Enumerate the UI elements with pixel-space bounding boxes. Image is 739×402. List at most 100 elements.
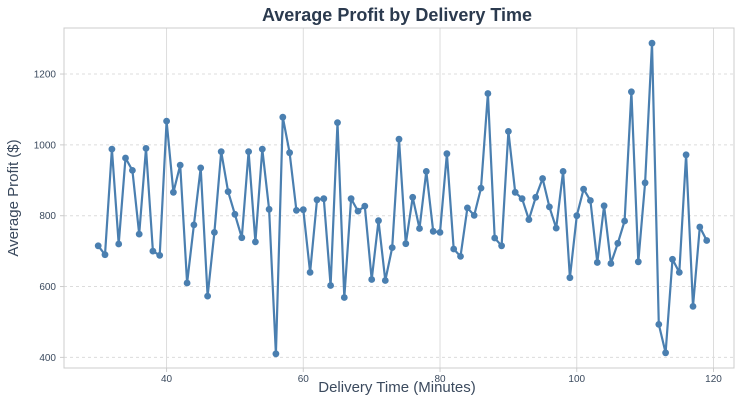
data-point (600, 202, 608, 210)
data-point (320, 195, 328, 203)
series-line (97, 42, 708, 355)
y-tick-label: 1200 (34, 70, 57, 81)
data-point (272, 350, 280, 358)
data-point (655, 321, 663, 328)
data-point (340, 294, 348, 301)
data-point (286, 149, 293, 157)
data-point (573, 212, 581, 220)
data-point (231, 210, 239, 218)
data-point (696, 223, 704, 231)
data-point (347, 195, 355, 203)
data-point (593, 259, 601, 266)
data-point (682, 151, 690, 159)
data-point (149, 247, 157, 255)
data-point (457, 253, 464, 260)
data-point (648, 39, 656, 47)
data-point (306, 269, 314, 276)
data-point (621, 217, 628, 225)
data-point (183, 279, 191, 287)
data-point (614, 239, 622, 247)
data-point (211, 229, 218, 236)
data-point (491, 234, 499, 242)
data-point (101, 251, 109, 259)
data-point (409, 193, 417, 201)
data-point (108, 145, 116, 153)
data-point (334, 119, 341, 126)
data-point (122, 154, 129, 162)
data-point (361, 202, 369, 210)
data-point (204, 292, 212, 300)
data-point (354, 207, 362, 215)
data-point (470, 212, 478, 219)
data-point (381, 277, 389, 284)
x-tick-label: 120 (705, 374, 722, 385)
data-point (628, 88, 635, 96)
data-point (395, 135, 403, 143)
data-point (675, 269, 683, 276)
data-point (634, 258, 642, 266)
data-point (607, 260, 615, 267)
data-point (518, 195, 526, 203)
data-point (327, 282, 334, 289)
data-point (552, 224, 560, 232)
data-point (505, 127, 512, 135)
data-point (525, 216, 533, 224)
data-point (641, 179, 649, 187)
series-group (94, 39, 711, 358)
data-point (402, 240, 410, 248)
y-tick-label: 800 (39, 211, 56, 222)
data-point (464, 204, 471, 212)
y-tick-label: 400 (39, 353, 56, 364)
data-point (190, 221, 198, 229)
data-point (484, 90, 492, 97)
data-point (375, 217, 382, 225)
data-point (265, 205, 273, 213)
y-tick-label: 600 (39, 282, 56, 293)
data-point (115, 240, 123, 248)
y-axis-label: Average Profit ($) (5, 139, 22, 256)
data-point (443, 150, 451, 158)
data-point (689, 303, 697, 310)
data-point (94, 242, 102, 250)
data-point (197, 164, 205, 172)
data-point (224, 188, 232, 196)
data-point (313, 196, 321, 204)
data-point (176, 161, 184, 169)
x-tick-label: 80 (434, 374, 446, 385)
grid (64, 28, 734, 368)
data-point (532, 193, 540, 201)
data-point (135, 230, 143, 238)
data-point (580, 185, 587, 193)
data-point (258, 145, 266, 153)
plot-frame (63, 27, 735, 369)
data-point (293, 207, 300, 214)
data-point (546, 203, 553, 211)
data-point (170, 188, 177, 196)
data-point (245, 148, 253, 156)
data-point (662, 349, 669, 357)
data-point (539, 175, 546, 182)
data-point (511, 188, 519, 196)
data-point (299, 206, 307, 214)
data-point (436, 229, 444, 236)
chart-title: Average Profit by Delivery Time (262, 5, 532, 25)
data-point (129, 167, 136, 174)
data-point (156, 252, 164, 259)
data-point (429, 227, 437, 235)
data-point (477, 184, 485, 192)
axis-ticks: 40 60 80 100 120 400 600 800 1000 1200 (34, 70, 723, 385)
data-point (669, 255, 676, 263)
data-point (217, 148, 225, 156)
x-axis-label: Delivery Time (Minutes) (318, 379, 476, 396)
data-point (368, 276, 376, 283)
x-tick-label: 60 (298, 374, 310, 385)
data-point (450, 245, 458, 253)
data-point (163, 117, 171, 125)
data-point (416, 225, 423, 232)
data-point (703, 237, 711, 244)
y-tick-label: 1000 (34, 140, 57, 151)
data-point (238, 234, 246, 242)
data-point (279, 113, 287, 121)
x-tick-label: 100 (568, 374, 585, 385)
